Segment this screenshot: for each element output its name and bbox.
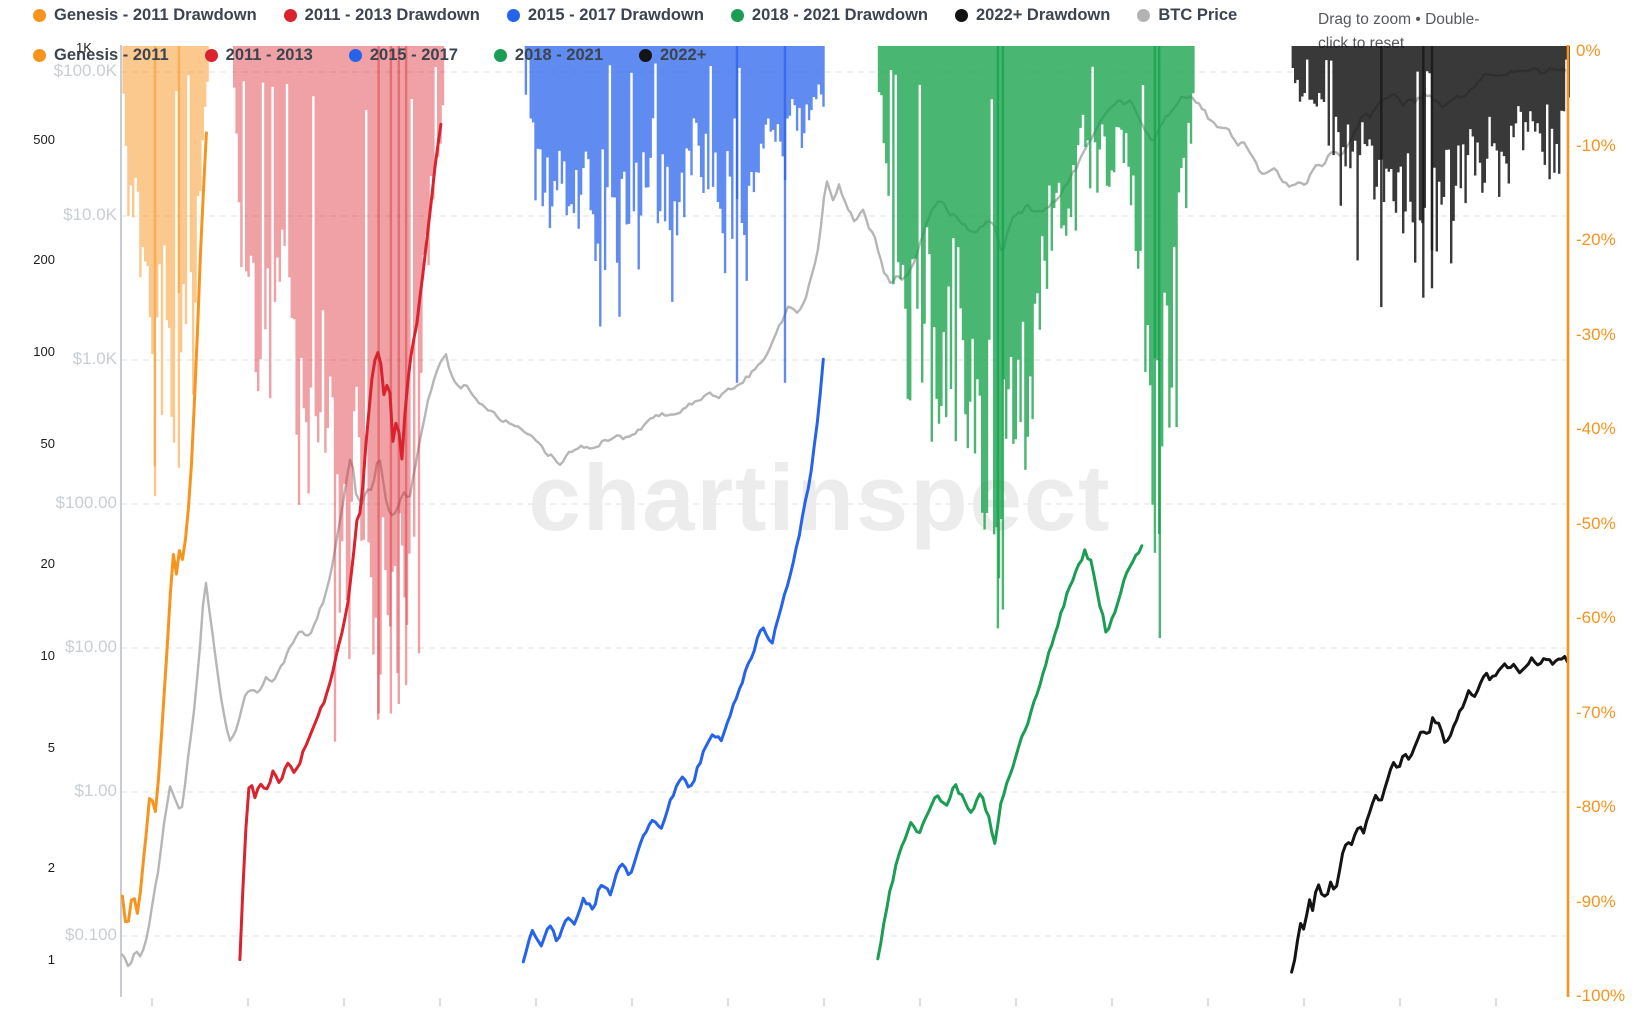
legend-label: Genesis - 2011 Drawdown — [54, 6, 257, 24]
drawdown-spike-dd-2022plus — [1422, 46, 1425, 298]
legend-label: 2022+ Drawdown — [976, 6, 1111, 24]
multiple-tick-2: 2 — [47, 860, 55, 876]
legend-item-2022[interactable]: 2022+ — [639, 46, 706, 65]
percent-tick--10%: -10% — [1576, 135, 1616, 155]
legend-dot — [33, 9, 46, 22]
legend-item-2015-2017[interactable]: 2015 - 2017 — [348, 46, 458, 65]
multiple-tick-10: 10 — [40, 648, 55, 663]
legend-dot — [348, 49, 362, 62]
multiple-tick-100: 100 — [33, 344, 55, 359]
legend-label: Genesis - 2011 — [54, 46, 169, 64]
series-area-dd-2018-2021 — [877, 46, 1195, 639]
price-tick-$10.00: $10.00 — [65, 637, 117, 656]
drawdown-spike-dd-2011-2013 — [377, 46, 380, 714]
price-tick-$10.0K: $10.0K — [63, 205, 117, 224]
legend-row-cycles: Genesis - 2011 2011 - 2013 2015 - 2017 2018… — [33, 46, 706, 65]
legend-dot — [506, 9, 520, 22]
drawdown-spike-dd-2018-2021 — [1158, 46, 1161, 534]
series-line-cycle-2015-2017 — [521, 357, 825, 964]
legend-dot — [283, 9, 297, 22]
percent-tick-0%: 0% — [1576, 41, 1601, 60]
legend-item-2018-2021-drawdown[interactable]: 2018 - 2021 Drawdown — [730, 6, 928, 25]
multiple-tick-1K: 1K — [76, 40, 92, 55]
price-tick-$100.00: $100.00 — [55, 493, 117, 512]
legend-item-2022-drawdown[interactable]: 2022+ Drawdown — [955, 6, 1110, 25]
drawdown-spike-dd-2011-2013 — [389, 46, 393, 714]
drawdown-spike-dd-2022plus — [1380, 46, 1383, 308]
legend-item-2018-2021[interactable]: 2018 - 2021 — [493, 46, 603, 65]
legend-dot — [33, 49, 46, 62]
series-line-cycle-2011-2013 — [238, 122, 443, 962]
series-line-cycle-genesis-2011 — [120, 131, 208, 924]
multiple-tick-50: 50 — [40, 435, 55, 451]
legend-item-genesis-2011[interactable]: Genesis - 2011 — [33, 46, 169, 65]
legend-dot — [730, 9, 744, 22]
multiple-tick-5: 5 — [47, 739, 55, 755]
legend-dot — [639, 49, 652, 62]
legend-label: 2015 - 2017 — [369, 46, 458, 64]
percent-tick--50%: -50% — [1576, 513, 1616, 533]
price-tick-$1.0K: $1.0K — [72, 349, 117, 368]
legend-item-2015-2017-drawdown[interactable]: 2015 - 2017 Drawdown — [506, 6, 704, 25]
series-area-dd-genesis-2011 — [122, 46, 209, 467]
drawdown-spike-dd-genesis-2011 — [153, 46, 157, 497]
drawdown-spike-dd-2015-2017 — [783, 46, 787, 383]
drawdown-spike-dd-2018-2021 — [1153, 46, 1157, 553]
legend-label: 2018 - 2021 — [514, 46, 603, 64]
multiple-tick-200: 200 — [33, 252, 55, 268]
drawdown-spike-dd-2018-2021 — [996, 46, 1000, 629]
price-tick-$0.100: $0.100 — [65, 925, 117, 944]
legend-item-btc-price[interactable]: BTC Price — [1137, 6, 1237, 25]
price-tick-$100.0K: $100.0K — [53, 61, 117, 80]
multiple-tick-20: 20 — [40, 556, 55, 572]
legend-label: BTC Price — [1158, 6, 1238, 24]
drawdown-spike-dd-2015-2017 — [735, 46, 739, 383]
drawdown-spike-dd-2011-2013 — [397, 46, 400, 704]
percent-tick--20%: -20% — [1576, 230, 1616, 249]
percent-tick--30%: -30% — [1576, 324, 1616, 344]
percent-tick--90%: -90% — [1576, 891, 1616, 911]
price-tick-$1.00: $1.00 — [74, 781, 117, 800]
percent-tick--80%: -80% — [1576, 797, 1616, 816]
legend-dot — [493, 49, 507, 62]
multiple-tick-500: 500 — [33, 131, 55, 147]
legend-dot — [1137, 9, 1151, 22]
legend-item-2011-2013[interactable]: 2011 - 2013 — [204, 46, 313, 65]
legend-dot — [204, 49, 218, 62]
series-area-dd-2015-2017 — [524, 46, 825, 327]
legend-label: 2011 - 2013 — [225, 46, 313, 64]
legend-row-drawdowns: Genesis - 2011 Drawdown 2011 - 2013 Drawd… — [33, 6, 1237, 25]
drawdown-spike-dd-2011-2013 — [404, 46, 408, 686]
legend-item-genesis-2011-drawdown[interactable]: Genesis - 2011 Drawdown — [33, 6, 257, 25]
watermark: chartinspect — [528, 445, 1112, 550]
drawdown-spike-dd-genesis-2011 — [177, 46, 181, 468]
series-line-cycle-2022plus — [1290, 655, 1570, 974]
percent-tick--70%: -70% — [1576, 702, 1616, 722]
percent-tick--40%: -40% — [1576, 419, 1616, 438]
multiple-tick-1: 1 — [47, 952, 55, 967]
series-area-dd-2011-2013 — [233, 46, 445, 742]
legend-label: 2018 - 2021 Drawdown — [751, 6, 928, 24]
percent-tick--60%: -60% — [1576, 608, 1616, 627]
drawdown-spike-dd-2018-2021 — [1001, 46, 1005, 610]
percent-tick--100%: -100% — [1576, 986, 1626, 1005]
series-line-cycle-2018-2021 — [876, 544, 1144, 961]
drawdown-spike-dd-2022plus — [1430, 46, 1434, 289]
legend-item-2011-2013-drawdown[interactable]: 2011 - 2013 Drawdown — [283, 6, 480, 25]
legend-label: 2015 - 2017 Drawdown — [527, 6, 704, 24]
legend-label: 2022+ — [660, 46, 707, 64]
legend-dot — [955, 9, 968, 22]
legend-label: 2011 - 2013 Drawdown — [304, 6, 480, 24]
